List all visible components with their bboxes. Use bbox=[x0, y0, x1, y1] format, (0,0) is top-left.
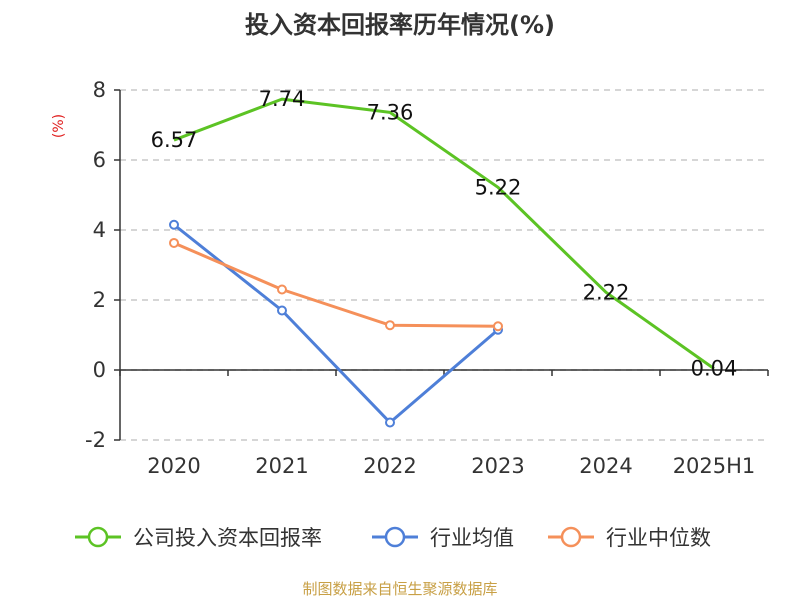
x-tick-label: 2023 bbox=[471, 454, 524, 478]
data-label: 2.22 bbox=[583, 280, 630, 304]
y-tick-label: -2 bbox=[85, 428, 106, 452]
x-tick-label: 2021 bbox=[255, 454, 308, 478]
y-tick-label: 4 bbox=[93, 218, 106, 242]
data-point bbox=[277, 284, 287, 295]
y-axis-label: (%) bbox=[51, 114, 67, 138]
gridlines bbox=[120, 89, 768, 441]
legend-label: 行业中位数 bbox=[606, 526, 711, 550]
data-labels: 6.57 7.74 7.36 5.22 2.22 0.04 bbox=[151, 87, 738, 381]
data-label: 7.36 bbox=[367, 100, 414, 124]
chart-title: 投入资本回报率历年情况(%) bbox=[245, 11, 555, 39]
data-label: 7.74 bbox=[259, 87, 306, 111]
legend-marker bbox=[87, 526, 109, 548]
y-tick-label: 2 bbox=[93, 288, 106, 312]
y-tick-label: 8 bbox=[93, 78, 106, 102]
data-label: 5.22 bbox=[475, 175, 522, 199]
legend-marker bbox=[384, 526, 406, 548]
data-point bbox=[493, 321, 503, 332]
legend: 公司投入资本回报率 行业均值 行业中位数 bbox=[75, 526, 711, 550]
axes bbox=[114, 89, 769, 441]
legend-label: 行业均值 bbox=[430, 526, 514, 550]
data-point bbox=[385, 320, 395, 331]
x-tick-label: 2024 bbox=[579, 454, 632, 478]
x-tick-label: 2022 bbox=[363, 454, 416, 478]
y-tick-label: 6 bbox=[93, 148, 106, 172]
data-point bbox=[277, 305, 287, 316]
x-tick-label: 2020 bbox=[147, 454, 200, 478]
legend-marker bbox=[560, 526, 582, 548]
legend-label: 公司投入资本回报率 bbox=[133, 526, 322, 550]
y-tick-label: 0 bbox=[93, 358, 106, 382]
x-tick-label: 2025H1 bbox=[673, 454, 756, 478]
x-tick-labels: 2020 2021 2022 2023 2024 2025H1 bbox=[147, 454, 755, 478]
series-line-0 bbox=[173, 97, 715, 370]
series-group bbox=[169, 97, 715, 428]
y-tick-labels: -2 0 2 4 6 8 bbox=[85, 78, 106, 452]
data-label: 0.04 bbox=[691, 357, 738, 381]
source-note: 制图数据来自恒生聚源数据库 bbox=[302, 580, 497, 598]
data-point bbox=[169, 237, 179, 248]
data-label: 6.57 bbox=[151, 128, 198, 152]
data-point bbox=[169, 219, 179, 230]
series-line-2 bbox=[173, 241, 499, 328]
data-point bbox=[385, 417, 395, 428]
series-line-1 bbox=[173, 223, 499, 424]
